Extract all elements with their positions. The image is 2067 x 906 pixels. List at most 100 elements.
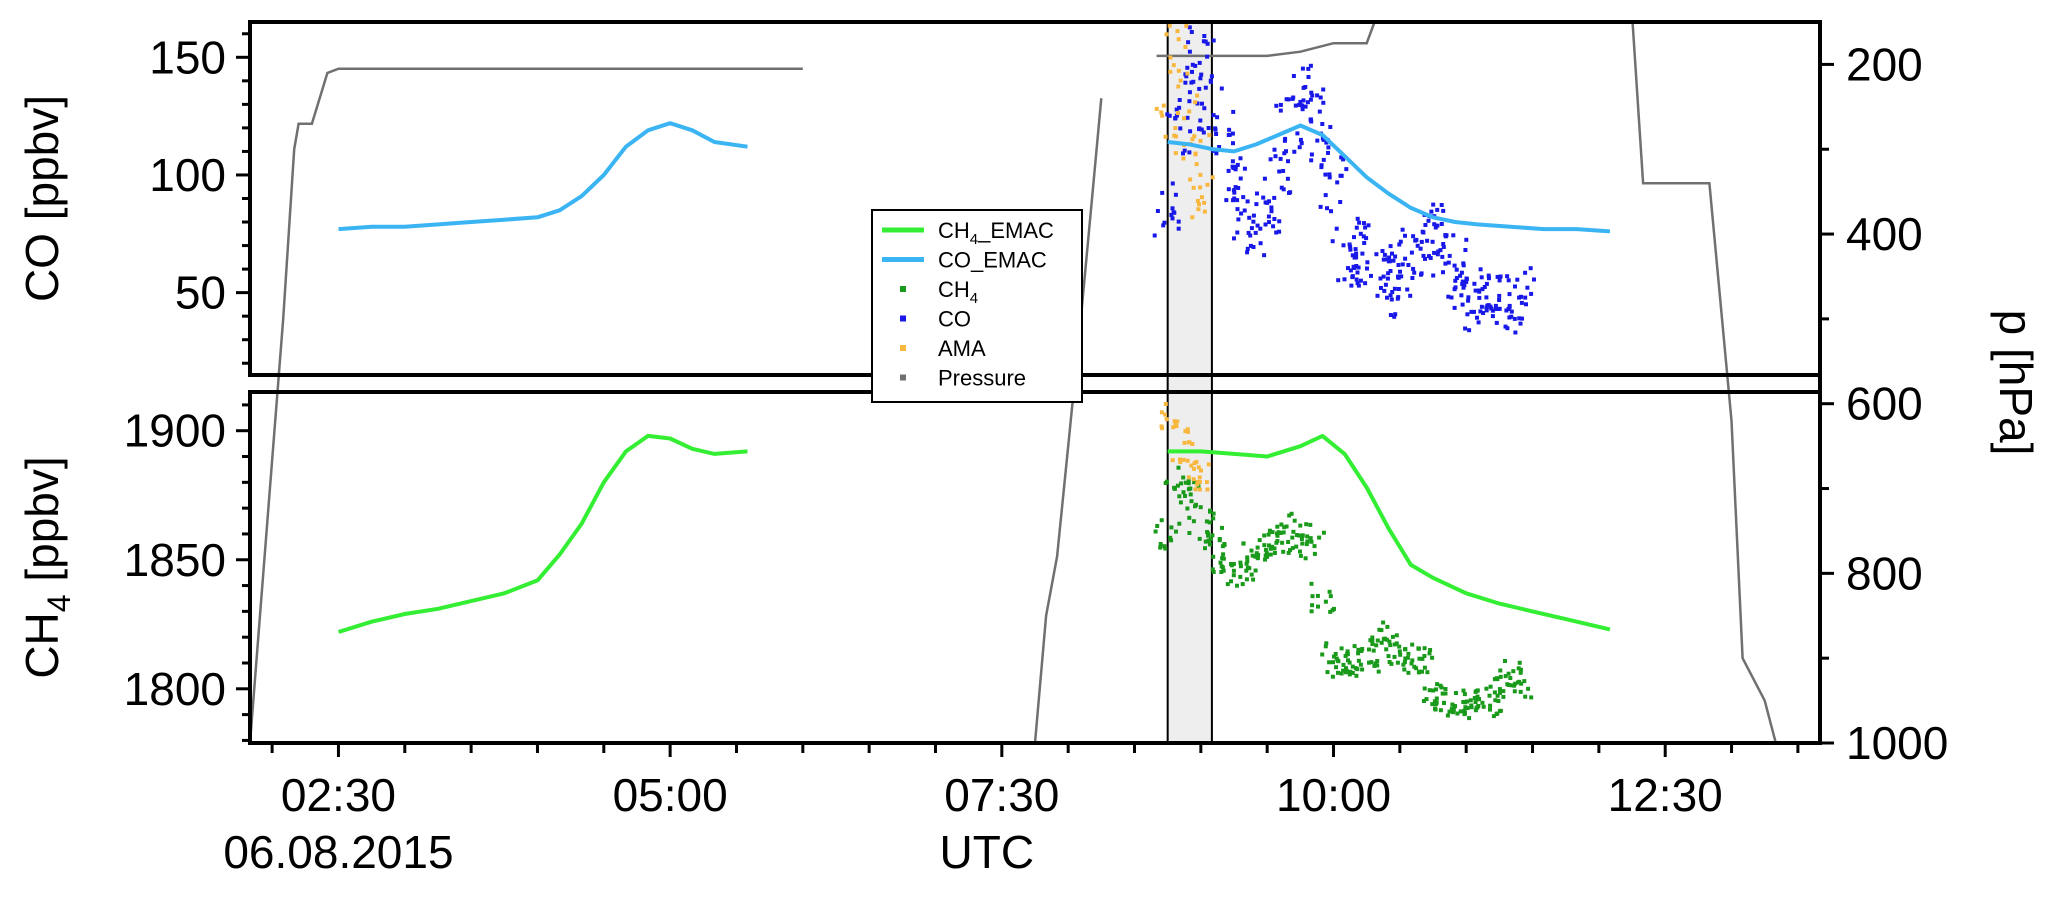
co-scatter-point <box>1172 210 1177 215</box>
ama-ch4-scatter-point <box>1163 412 1168 417</box>
co-scatter-point <box>1480 287 1485 292</box>
co-scatter-point <box>1321 87 1326 92</box>
ch4-scatter-point <box>1347 660 1352 665</box>
co-scatter-point <box>1285 176 1290 181</box>
co-scatter-point <box>1309 158 1314 163</box>
ch4-scatter-point <box>1347 672 1352 677</box>
co-scatter-point <box>1354 225 1359 230</box>
co-scatter-point <box>1268 157 1273 162</box>
co-scatter-point <box>1272 147 1277 152</box>
ch4-scatter-point <box>1454 691 1458 695</box>
ch4-scatter-point <box>1424 697 1429 702</box>
ch4-scatter-point <box>1433 706 1437 711</box>
co-scatter-point <box>1329 209 1333 214</box>
co-scatter-point <box>1245 199 1250 204</box>
ch4-scatter-point <box>1497 687 1502 692</box>
co-scatter-point <box>1263 222 1268 227</box>
co-scatter-point <box>1213 126 1218 131</box>
ama-co-scatter-point <box>1173 151 1178 156</box>
co-scatter-point <box>1231 109 1236 114</box>
co-scatter-point <box>1197 86 1202 91</box>
co-scatter-point <box>1449 295 1454 300</box>
co-scatter-point <box>1326 150 1330 155</box>
ch4-scatter-point <box>1355 667 1360 672</box>
co-scatter-point <box>1308 117 1313 122</box>
co-scatter-point <box>1233 167 1238 172</box>
co-scatter-point <box>1400 227 1405 232</box>
ch4-scatter-point <box>1484 686 1489 691</box>
co-scatter-point <box>1230 164 1235 169</box>
co-scatter-point <box>1321 100 1326 105</box>
ch4-scatter-point <box>1330 674 1335 679</box>
ch4-scatter-point <box>1491 714 1496 719</box>
co-scatter-point <box>1282 151 1287 156</box>
ch4-scatter-point <box>1346 658 1350 663</box>
co-scatter-point <box>1519 294 1523 299</box>
pressure-line-segment-1 <box>250 67 803 743</box>
co-scatter-point <box>1286 97 1291 102</box>
ch4-scatter-point <box>1187 531 1192 535</box>
ama-ch4-scatter-point <box>1193 487 1198 492</box>
co-scatter-point <box>1354 277 1359 282</box>
co-scatter-point <box>1239 211 1244 216</box>
co-scatter-point <box>1189 30 1194 34</box>
x-axis-date-label: 06.08.2015 <box>223 826 453 878</box>
ch4-scatter-point <box>1286 550 1291 555</box>
ch4-scatter-point <box>1333 652 1338 656</box>
ch4-scatter-point <box>1519 681 1524 686</box>
ch4-scatter-point <box>1503 659 1507 663</box>
co-scatter-point <box>1335 180 1340 185</box>
co-scatter-point <box>1382 288 1387 293</box>
co-scatter-point <box>1262 176 1267 181</box>
ch4-scatter-point <box>1254 551 1259 556</box>
co-scatter-point <box>1174 113 1179 118</box>
pressure-axis-tick-label: 600 <box>1846 378 1923 430</box>
ch4-scatter-point <box>1253 568 1258 573</box>
co-scatter-point <box>1459 293 1464 298</box>
co-scatter-point <box>1430 239 1435 244</box>
ch4-scatter-point <box>1323 599 1328 604</box>
ch4-scatter-point <box>1458 709 1463 714</box>
co-scatter-point <box>1206 126 1211 130</box>
ama-ch4-scatter-point <box>1192 461 1197 466</box>
ch4-scatter-point <box>1376 669 1381 674</box>
co-scatter-point <box>1451 233 1456 238</box>
ch4-scatter-point <box>1177 521 1182 526</box>
co-scatter-point <box>1497 298 1502 302</box>
co-scatter-point <box>1170 181 1175 186</box>
co-scatter-point <box>1396 274 1401 279</box>
co-scatter-point <box>1261 195 1266 200</box>
ama-ch4-scatter-point <box>1171 425 1176 430</box>
ch4-scatter-point <box>1235 583 1239 588</box>
ch4-scatter-point <box>1169 525 1174 530</box>
ch4-scatter-point <box>1374 643 1379 648</box>
ch4-scatter-point <box>1292 518 1297 523</box>
ch4-panel-frame <box>248 390 1822 745</box>
co-scatter-point <box>1396 287 1401 291</box>
ch4-scatter-point <box>1218 560 1223 565</box>
ch4-scatter-point <box>1375 638 1380 643</box>
co-scatter-point <box>1165 112 1170 117</box>
ch4-scatter-point <box>1475 694 1480 699</box>
ch4-scatter-point <box>1505 682 1510 687</box>
ch4-scatter-point <box>1244 561 1249 566</box>
ch4-scatter-point <box>1324 641 1329 646</box>
ch4-scatter-point <box>1158 542 1163 546</box>
ch4-scatter-point <box>1231 568 1236 573</box>
ch4-scatter-point <box>1422 654 1427 658</box>
ch4-y-axis-tick-label: 1850 <box>124 534 226 586</box>
ch4-scatter-point <box>1480 700 1485 705</box>
ch4-scatter-point <box>1165 479 1169 484</box>
ch4-scatter-point <box>1473 708 1478 713</box>
co-scatter-point <box>1479 304 1484 309</box>
co-scatter-point <box>1423 223 1428 227</box>
ch4-scatter-point <box>1255 556 1260 561</box>
ch4-scatter-point <box>1262 533 1267 538</box>
ch4-scatter-point <box>1493 698 1498 703</box>
co-scatter-point <box>1269 209 1274 214</box>
ama-co-scatter-point <box>1185 71 1190 76</box>
ch4-scatter-point <box>1320 652 1325 657</box>
ch4-scatter-point <box>1356 651 1361 656</box>
ch4-scatter-point <box>1203 539 1208 544</box>
ch4-scatter-point <box>1208 508 1213 513</box>
